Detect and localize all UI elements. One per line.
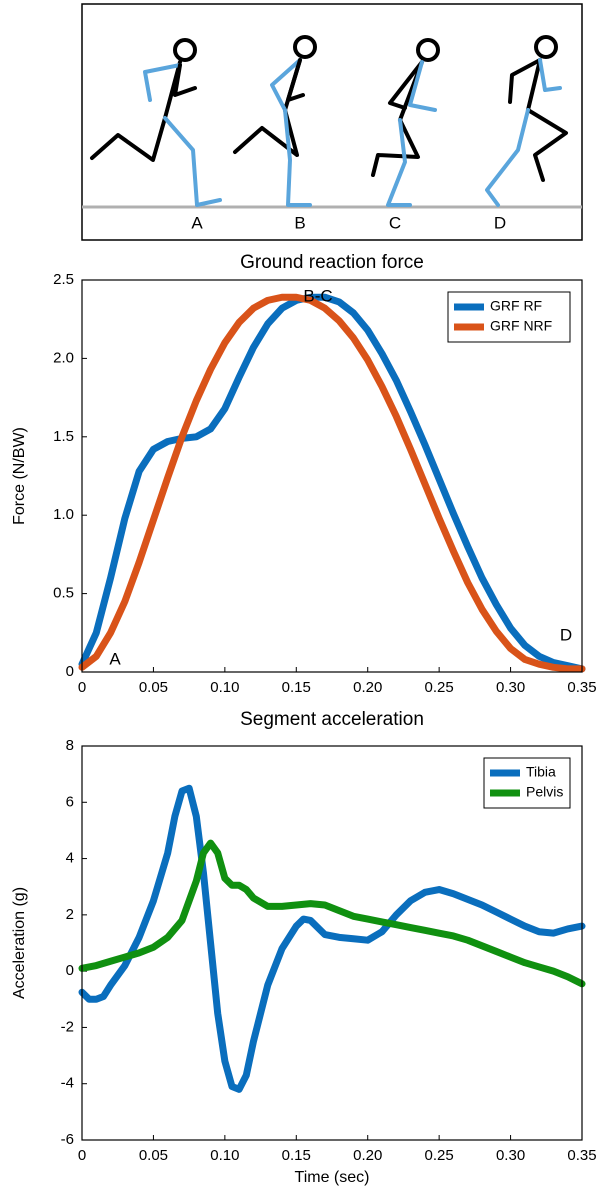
phase-label: B <box>294 213 305 232</box>
data-line <box>78 293 586 673</box>
legend-label: Pelvis <box>526 784 563 800</box>
chart-title: Segment acceleration <box>240 709 424 730</box>
x-tick-label: 0.10 <box>210 679 239 696</box>
stick-figure <box>485 35 568 207</box>
legend-label: GRF NRF <box>490 318 552 334</box>
x-tick-label: 0 <box>78 679 86 696</box>
data-line <box>78 839 586 988</box>
x-tick-label: 0.05 <box>139 679 168 696</box>
illustration: A B C D <box>81 3 583 241</box>
x-tick-label: 0.35 <box>567 679 596 696</box>
y-tick-label: 6 <box>66 793 74 810</box>
y-tick-label: 2.0 <box>53 349 74 366</box>
phase-label: A <box>191 213 203 232</box>
stick-figure <box>90 38 222 207</box>
chart-title: Ground reaction force <box>240 252 424 273</box>
y-tick-label: -2 <box>61 1018 74 1035</box>
data-line <box>78 293 586 673</box>
y-tick-label: 0 <box>66 962 74 979</box>
annotation: B-C <box>303 286 332 305</box>
plot-frame <box>81 279 583 673</box>
y-tick-label: 8 <box>66 737 74 754</box>
y-tick-label: 4 <box>66 850 74 867</box>
y-tick-label: 0 <box>66 663 74 680</box>
legend-label: Tibia <box>526 764 556 780</box>
y-tick-label: 0.5 <box>53 585 74 602</box>
y-tick-label: -4 <box>61 1075 74 1092</box>
y-axis-label: Force (N/BW) <box>11 427 28 525</box>
x-tick-label: 0.30 <box>496 1147 525 1164</box>
legend-label: GRF RF <box>490 298 542 314</box>
x-tick-label: 0.15 <box>282 1147 311 1164</box>
y-tick-label: 2 <box>66 906 74 923</box>
stick-figure <box>371 38 440 207</box>
x-tick-label: 0.20 <box>353 1147 382 1164</box>
x-tick-label: 0.25 <box>425 679 454 696</box>
y-tick-label: 2.5 <box>53 271 74 288</box>
stick-figure <box>233 35 317 207</box>
y-tick-label: -6 <box>61 1131 74 1148</box>
annotation: A <box>109 649 121 668</box>
illustration-frame <box>81 3 583 241</box>
annotation: D <box>560 625 572 644</box>
x-tick-label: 0.30 <box>496 679 525 696</box>
x-tick-label: 0 <box>78 1147 86 1164</box>
x-tick-label: 0.10 <box>210 1147 239 1164</box>
phase-label: D <box>494 213 506 232</box>
x-tick-label: 0.15 <box>282 679 311 696</box>
x-axis-label: Time (sec) <box>295 1169 370 1186</box>
y-axis-label: Acceleration (g) <box>11 887 28 999</box>
y-tick-label: 1.5 <box>53 428 74 445</box>
x-tick-label: 0.20 <box>353 679 382 696</box>
x-tick-label: 0.25 <box>425 1147 454 1164</box>
x-tick-label: 0.35 <box>567 1147 596 1164</box>
legend-box <box>447 291 571 343</box>
plot-frame <box>81 745 583 1141</box>
legend-box <box>483 757 571 809</box>
x-tick-label: 0.05 <box>139 1147 168 1164</box>
data-line <box>78 784 586 1093</box>
phase-label: C <box>389 213 401 232</box>
y-tick-label: 1.0 <box>53 506 74 523</box>
